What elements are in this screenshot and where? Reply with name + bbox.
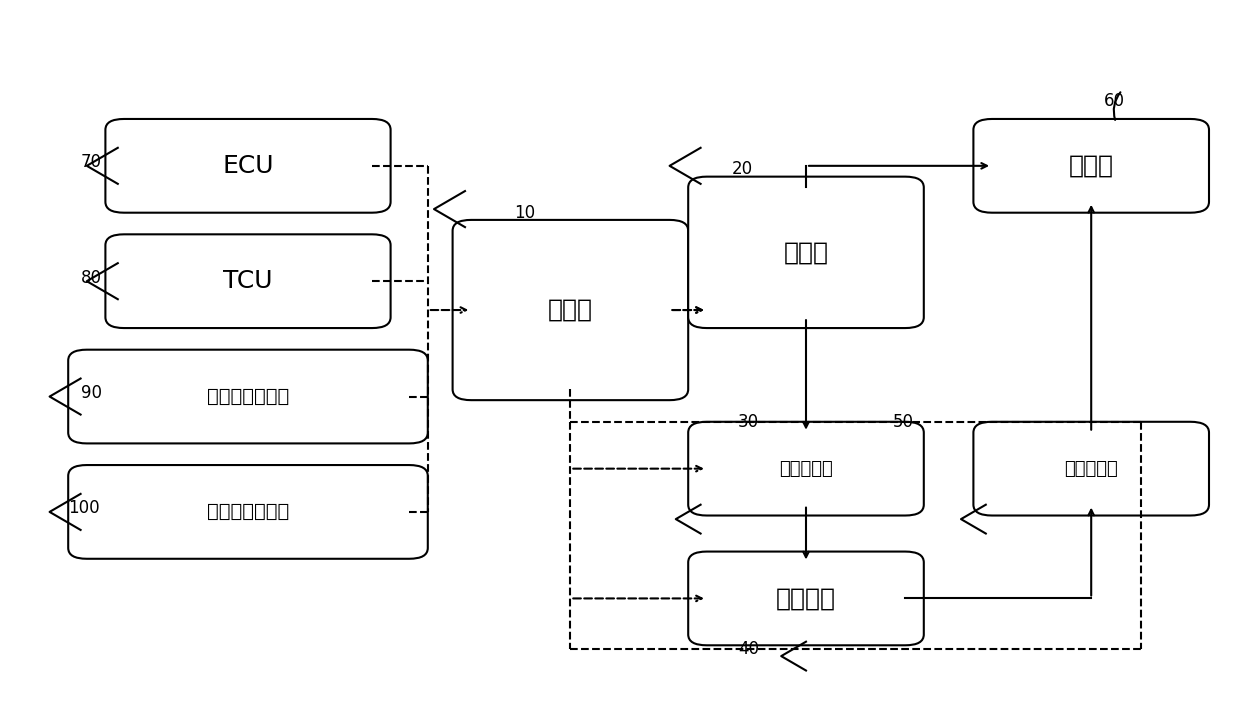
Text: 70: 70	[81, 154, 102, 171]
Text: 20: 20	[732, 161, 753, 178]
Text: 单向增压阀: 单向增压阀	[779, 460, 833, 477]
FancyBboxPatch shape	[68, 465, 428, 559]
Text: 90: 90	[81, 384, 102, 402]
Text: ECU: ECU	[222, 154, 274, 178]
Text: 80: 80	[81, 269, 102, 286]
FancyBboxPatch shape	[973, 422, 1209, 516]
Text: 60: 60	[1104, 92, 1125, 110]
FancyBboxPatch shape	[105, 119, 391, 213]
FancyBboxPatch shape	[68, 350, 428, 443]
Text: 10: 10	[515, 204, 536, 221]
FancyBboxPatch shape	[105, 234, 391, 328]
Text: 液压悬置: 液压悬置	[776, 586, 836, 611]
Text: 储液罐: 储液罐	[1069, 154, 1114, 178]
Text: 单向泄压阀: 单向泄压阀	[1064, 460, 1118, 477]
Text: TCU: TCU	[223, 269, 273, 293]
FancyBboxPatch shape	[688, 177, 924, 328]
Text: 40: 40	[738, 640, 759, 658]
FancyBboxPatch shape	[973, 119, 1209, 213]
Text: 空间角度传感器: 空间角度传感器	[207, 503, 289, 521]
Text: 振动频率传感器: 振动频率传感器	[207, 387, 289, 406]
Text: 30: 30	[738, 413, 759, 430]
Text: 液压泵: 液压泵	[784, 240, 828, 265]
FancyBboxPatch shape	[453, 220, 688, 400]
Text: 控制器: 控制器	[548, 298, 593, 322]
Text: 50: 50	[893, 413, 914, 430]
FancyBboxPatch shape	[688, 552, 924, 645]
Text: 100: 100	[68, 500, 100, 517]
FancyBboxPatch shape	[688, 422, 924, 516]
